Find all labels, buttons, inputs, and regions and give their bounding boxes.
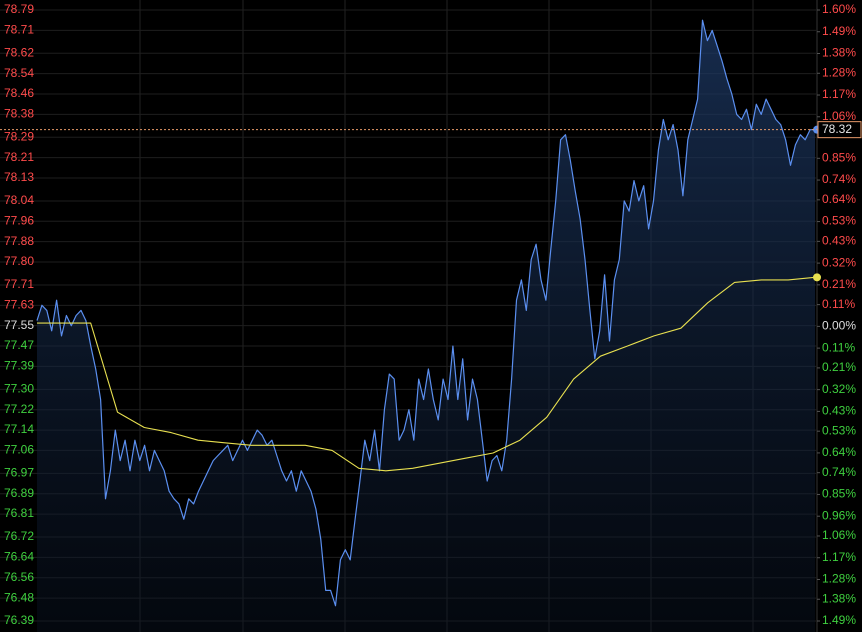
y2-tick-label: 0.11%	[822, 297, 855, 311]
y2-tick-label: 1.28%	[822, 572, 856, 586]
y-tick-label: 77.80	[4, 254, 34, 268]
y-tick-label: 78.38	[4, 107, 34, 121]
y2-tick-label: 0.32%	[822, 382, 856, 396]
y2-tick-label: 0.85%	[822, 150, 856, 164]
y-tick-label: 76.97	[4, 466, 34, 480]
y-tick-label: 77.55	[4, 318, 34, 332]
y2-tick-label: 0.74%	[822, 465, 856, 479]
y2-tick-label: 1.06%	[822, 528, 856, 542]
y-tick-label: 76.48	[4, 590, 34, 604]
y2-tick-label: 0.32%	[822, 255, 856, 269]
y-tick-label: 76.39	[4, 613, 34, 627]
y2-tick-label: 1.06%	[822, 109, 856, 123]
y2-tick-label: 1.38%	[822, 46, 856, 60]
y-tick-label: 78.29	[4, 129, 34, 143]
y-tick-label: 77.39	[4, 359, 34, 373]
y-tick-label: 77.06	[4, 443, 34, 457]
y2-tick-label: 0.21%	[822, 360, 856, 374]
y2-tick-label: 1.49%	[822, 613, 856, 627]
y2-tick-label: 1.28%	[822, 65, 856, 79]
price-line	[36, 19, 815, 607]
y-tick-label: 78.04	[4, 193, 34, 207]
y2-tick-label: 0.43%	[822, 404, 856, 418]
y-tick-label: 77.47	[4, 338, 34, 352]
y2-tick-label: 0.53%	[822, 423, 856, 437]
y2-tick-label: 0.00%	[822, 319, 856, 333]
y-tick-label: 77.22	[4, 402, 34, 416]
y-tick-label: 78.13	[4, 170, 34, 184]
y-tick-label: 78.71	[4, 23, 34, 37]
y2-tick-label: 0.43%	[822, 234, 856, 248]
y2-tick-label: 0.85%	[822, 487, 856, 501]
y-tick-label: 77.30	[4, 382, 34, 396]
y-tick-label: 78.21	[4, 150, 34, 164]
last-price-box	[817, 121, 862, 139]
y2-tick-label: 0.96%	[822, 508, 856, 522]
average-line	[37, 276, 816, 472]
y-tick-label: 76.56	[4, 570, 34, 584]
last-price-label: 78.32	[822, 122, 852, 136]
y-tick-label: 77.14	[4, 422, 34, 436]
y2-tick-label: 0.74%	[822, 172, 856, 186]
y2-tick-label: 1.17%	[822, 550, 856, 564]
y-tick-label: 76.64	[4, 550, 34, 564]
y-tick-label: 77.71	[4, 277, 34, 291]
y2-tick-label: 0.11%	[822, 340, 855, 354]
y2-tick-label: 0.53%	[822, 214, 856, 228]
y2-tick-label: 1.60%	[822, 2, 856, 16]
y-tick-label: 77.96	[4, 213, 34, 227]
y-tick-label: 76.89	[4, 486, 34, 500]
y-tick-label: 78.62	[4, 45, 34, 59]
y2-tick-label: 0.64%	[822, 192, 856, 206]
y2-tick-label: 0.64%	[822, 445, 856, 459]
y-tick-label: 77.63	[4, 297, 34, 311]
y-tick-label: 78.46	[4, 86, 34, 100]
y-tick-label: 77.88	[4, 234, 34, 248]
y-tick-label: 78.79	[4, 2, 34, 16]
y2-tick-label: 1.38%	[822, 591, 856, 605]
y-tick-label: 76.81	[4, 506, 34, 520]
price-area	[37, 20, 815, 632]
y2-tick-label: 1.49%	[822, 24, 856, 38]
y-tick-label: 76.72	[4, 529, 34, 543]
y-tick-label: 78.54	[4, 66, 34, 80]
y2-tick-label: 0.21%	[822, 277, 856, 291]
last-point	[813, 273, 821, 282]
y2-tick-label: 1.17%	[822, 87, 856, 101]
